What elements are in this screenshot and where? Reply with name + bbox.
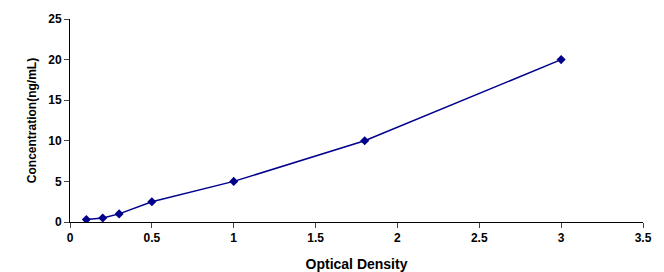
svg-text:2.5: 2.5 bbox=[471, 231, 488, 245]
svg-text:0: 0 bbox=[67, 231, 74, 245]
svg-text:1.5: 1.5 bbox=[307, 231, 324, 245]
svg-text:10: 10 bbox=[48, 134, 62, 148]
svg-text:Optical Density: Optical Density bbox=[306, 256, 408, 272]
svg-text:Concentration(ng/mL): Concentration(ng/mL) bbox=[25, 58, 39, 183]
svg-text:2: 2 bbox=[394, 231, 401, 245]
svg-text:0.5: 0.5 bbox=[144, 231, 161, 245]
svg-text:25: 25 bbox=[48, 12, 62, 26]
svg-text:15: 15 bbox=[48, 93, 62, 107]
svg-text:20: 20 bbox=[48, 53, 62, 67]
svg-text:5: 5 bbox=[55, 175, 62, 189]
svg-text:3: 3 bbox=[558, 231, 565, 245]
svg-text:3.5: 3.5 bbox=[635, 231, 652, 245]
svg-text:0: 0 bbox=[55, 215, 62, 229]
svg-text:1: 1 bbox=[230, 231, 237, 245]
